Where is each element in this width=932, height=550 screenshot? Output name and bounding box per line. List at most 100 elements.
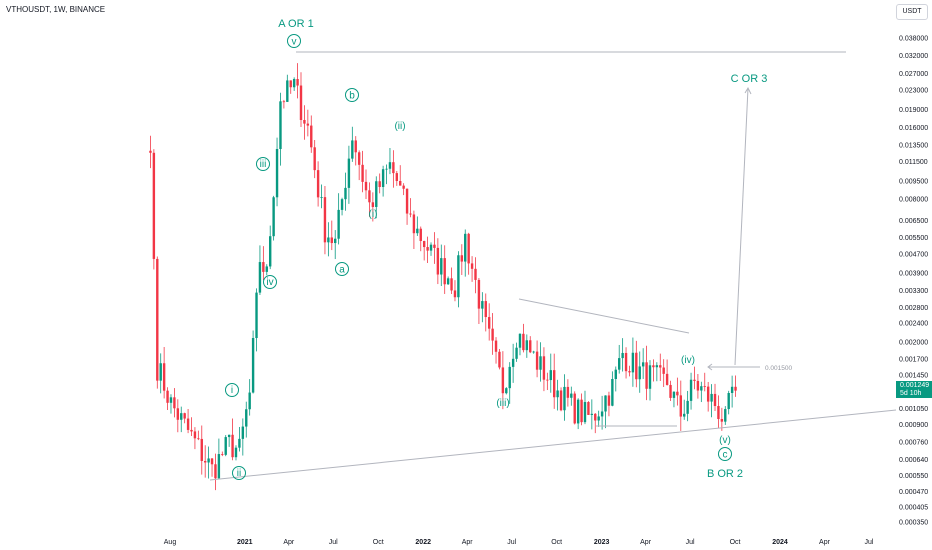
candle bbox=[635, 340, 638, 388]
y-tick-label: 0.011500 bbox=[899, 159, 928, 166]
y-tick-label: 0.001050 bbox=[899, 406, 928, 413]
x-tick-label: Apr bbox=[819, 539, 831, 546]
candle bbox=[347, 145, 351, 204]
candle bbox=[583, 390, 587, 425]
candle bbox=[525, 334, 529, 358]
candle bbox=[535, 340, 539, 378]
candle bbox=[611, 371, 614, 407]
candle bbox=[576, 398, 580, 430]
candle bbox=[511, 343, 515, 383]
candle bbox=[645, 345, 648, 401]
candle bbox=[245, 401, 248, 438]
candle bbox=[689, 372, 693, 410]
candle bbox=[433, 232, 436, 264]
candle bbox=[529, 336, 532, 354]
candle bbox=[364, 169, 368, 199]
candle bbox=[323, 186, 327, 255]
candle bbox=[200, 425, 203, 475]
candle bbox=[559, 387, 563, 412]
y-tick-label: 0.013500 bbox=[899, 142, 928, 149]
candle bbox=[628, 365, 631, 377]
y-tick-label: 0.000550 bbox=[899, 473, 928, 480]
candle bbox=[631, 337, 635, 387]
candle bbox=[251, 330, 255, 394]
x-tick-label: Oct bbox=[730, 539, 741, 546]
candle bbox=[734, 375, 737, 397]
label-c-or-3: C OR 3 bbox=[731, 73, 768, 85]
candle bbox=[248, 379, 251, 416]
y-tick-label: 0.008000 bbox=[899, 196, 928, 203]
upper-triangle-line[interactable] bbox=[518, 298, 690, 334]
x-tick-label: Apr bbox=[640, 539, 652, 546]
candle bbox=[385, 164, 388, 185]
y-tick-label: 0.006500 bbox=[899, 218, 928, 225]
label-b-or-2: B OR 2 bbox=[707, 468, 743, 480]
candle bbox=[532, 350, 535, 354]
candle bbox=[303, 105, 306, 140]
time-axis[interactable]: Aug 2021 Apr Jul Oct 2022 Apr Jul Oct 2023 Apr Jul O… bbox=[164, 539, 874, 546]
candle bbox=[375, 176, 378, 219]
candle bbox=[552, 353, 556, 409]
candle bbox=[669, 380, 672, 401]
y-tick-label: 0.002400 bbox=[899, 321, 928, 328]
candle bbox=[450, 267, 453, 294]
candle bbox=[470, 256, 474, 282]
candle bbox=[542, 347, 546, 392]
candle bbox=[638, 351, 641, 393]
candle bbox=[272, 195, 275, 241]
y-tick-label: 0.000405 bbox=[899, 504, 928, 511]
candle bbox=[518, 333, 522, 356]
candle bbox=[683, 399, 686, 420]
candle bbox=[621, 338, 624, 372]
candle bbox=[624, 347, 628, 379]
candle bbox=[402, 183, 405, 196]
candle bbox=[566, 379, 570, 407]
x-tick-label: Jul bbox=[865, 539, 874, 546]
candle bbox=[436, 238, 440, 285]
last-price: 0.001249 bbox=[900, 382, 930, 389]
last-price-tag: 0.001249 5d 10h bbox=[896, 381, 932, 398]
candle bbox=[409, 198, 412, 218]
candle bbox=[166, 387, 169, 410]
label-a-or-1: A OR 1 bbox=[278, 18, 313, 30]
candle bbox=[180, 406, 183, 433]
x-tick-label: Oct bbox=[551, 539, 562, 546]
candle bbox=[710, 384, 713, 418]
candle bbox=[327, 222, 330, 257]
svg-text:iv: iv bbox=[266, 277, 273, 288]
projection-line[interactable] bbox=[734, 87, 749, 366]
candle bbox=[440, 244, 443, 287]
currency-button[interactable]: USDT bbox=[896, 4, 928, 20]
candle bbox=[594, 413, 597, 434]
candle bbox=[292, 77, 296, 91]
candle bbox=[340, 197, 344, 216]
candle bbox=[310, 115, 313, 153]
x-tick-label: 2021 bbox=[237, 539, 253, 546]
x-tick-label: Jul bbox=[686, 539, 695, 546]
candle bbox=[265, 264, 268, 276]
candle bbox=[505, 387, 508, 395]
x-tick-label: Apr bbox=[462, 539, 474, 546]
candle bbox=[306, 109, 310, 137]
candle bbox=[600, 395, 604, 430]
candle bbox=[371, 192, 375, 222]
price-axis[interactable]: 0.038000 0.032000 0.027000 0.023000 0.019000… bbox=[899, 36, 928, 527]
candle bbox=[717, 395, 720, 429]
x-tick-label: Aug bbox=[164, 539, 177, 546]
candle bbox=[614, 366, 617, 392]
circle-a: a bbox=[335, 262, 349, 276]
candle bbox=[501, 351, 505, 410]
candle bbox=[344, 172, 347, 211]
candle bbox=[296, 63, 299, 99]
candle bbox=[446, 276, 450, 285]
x-tick-label: 2024 bbox=[772, 539, 788, 546]
candle bbox=[422, 240, 426, 261]
lower-trendline[interactable] bbox=[209, 409, 897, 481]
candle bbox=[679, 380, 682, 431]
y-tick-label: 0.000470 bbox=[899, 489, 928, 496]
y-tick-label: 0.032000 bbox=[899, 53, 928, 60]
candle bbox=[255, 288, 258, 352]
candle bbox=[498, 348, 501, 370]
candle bbox=[378, 173, 381, 194]
